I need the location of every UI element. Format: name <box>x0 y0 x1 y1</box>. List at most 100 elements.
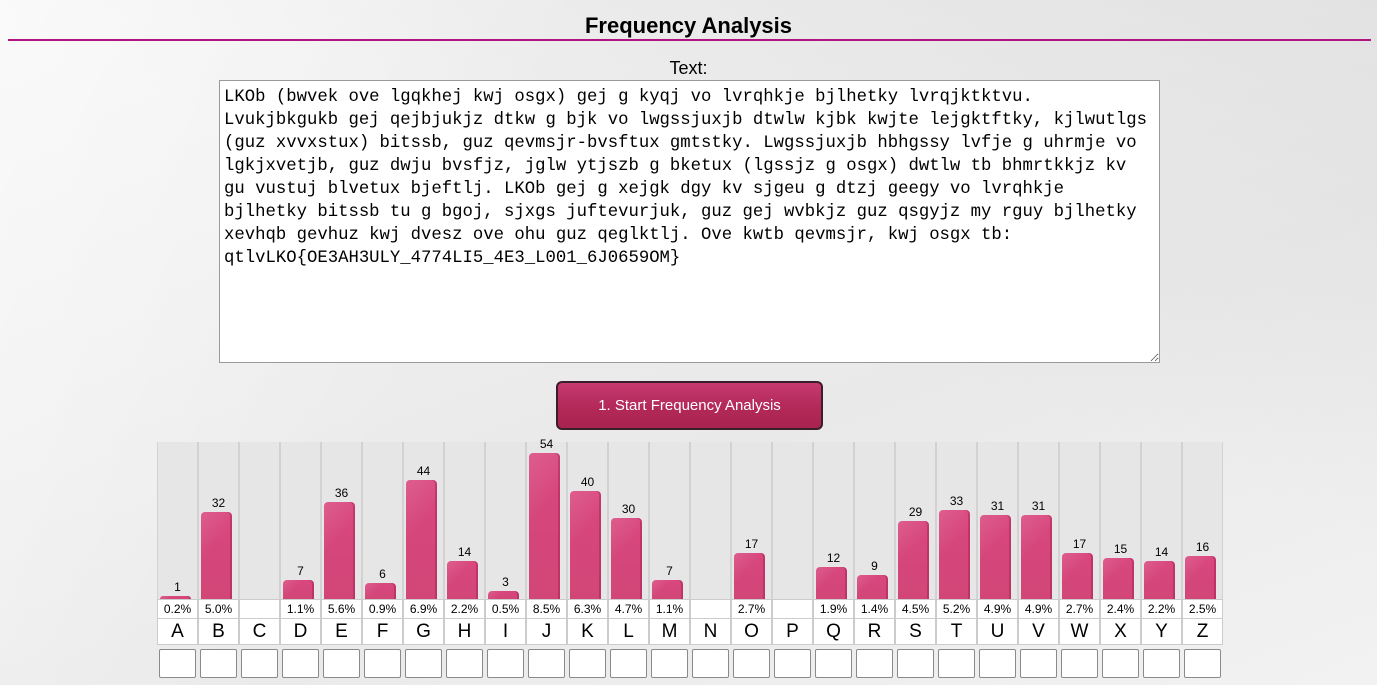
bar-u <box>980 515 1011 599</box>
bar-count-label: 9 <box>871 559 878 573</box>
bar-f <box>365 583 396 599</box>
substitution-input-r[interactable] <box>856 649 893 678</box>
substitution-input-q[interactable] <box>815 649 852 678</box>
percent-label: 5.0% <box>198 599 239 618</box>
substitution-input-p[interactable] <box>774 649 811 678</box>
chart-column-k: 40 6.3% K <box>567 442 608 685</box>
bar-e <box>324 502 355 599</box>
chart-column-f: 6 0.9% F <box>362 442 403 685</box>
bar-track <box>649 442 690 599</box>
substitution-input-c[interactable] <box>241 649 278 678</box>
bar-m <box>652 580 683 599</box>
percent-label: 2.7% <box>731 599 772 618</box>
percent-label: 5.2% <box>936 599 977 618</box>
bar-count-label: 3 <box>502 575 509 589</box>
bar-y <box>1144 561 1175 599</box>
bar-track <box>690 442 731 599</box>
substitution-input-n[interactable] <box>692 649 729 678</box>
ciphertext-input[interactable]: LKOb (bwvek ove lgqkhej kwj osgx) gej g … <box>219 80 1160 363</box>
bar-count-label: 14 <box>1154 545 1169 559</box>
letter-label: B <box>198 618 239 645</box>
bar-z <box>1185 556 1216 599</box>
letter-label: Y <box>1141 618 1182 645</box>
chart-column-v: 31 4.9% V <box>1018 442 1059 685</box>
letter-label: J <box>526 618 567 645</box>
chart-column-x: 15 2.4% X <box>1100 442 1141 685</box>
substitution-input-m[interactable] <box>651 649 688 678</box>
letter-label: K <box>567 618 608 645</box>
substitution-input-y[interactable] <box>1143 649 1180 678</box>
letter-label: S <box>895 618 936 645</box>
bar-count-label: 44 <box>416 464 431 478</box>
substitution-input-f[interactable] <box>364 649 401 678</box>
bar-count-label: 30 <box>621 502 636 516</box>
percent-label: 2.2% <box>1141 599 1182 618</box>
percent-label: 0.5% <box>485 599 526 618</box>
bar-i <box>488 591 519 599</box>
bar-count-label: 7 <box>666 564 673 578</box>
bar-g <box>406 480 437 599</box>
letter-label: U <box>977 618 1018 645</box>
substitution-input-k[interactable] <box>569 649 606 678</box>
substitution-input-o[interactable] <box>733 649 770 678</box>
substitution-input-z[interactable] <box>1184 649 1221 678</box>
bar-count-label: 14 <box>457 545 472 559</box>
substitution-input-l[interactable] <box>610 649 647 678</box>
bar-count-label: 29 <box>908 505 923 519</box>
chart-column-s: 29 4.5% S <box>895 442 936 685</box>
percent-label: 8.5% <box>526 599 567 618</box>
substitution-input-a[interactable] <box>159 649 196 678</box>
chart-column-b: 32 5.0% B <box>198 442 239 685</box>
substitution-input-t[interactable] <box>938 649 975 678</box>
substitution-input-g[interactable] <box>405 649 442 678</box>
chart-column-i: 3 0.5% I <box>485 442 526 685</box>
chart-column-d: 7 1.1% D <box>280 442 321 685</box>
substitution-input-i[interactable] <box>487 649 524 678</box>
percent-label: 0.2% <box>157 599 198 618</box>
chart-column-t: 33 5.2% T <box>936 442 977 685</box>
letter-label: O <box>731 618 772 645</box>
bar-count-label: 36 <box>334 486 349 500</box>
bar-count-label: 6 <box>379 567 386 581</box>
bar-count-label: 16 <box>1195 540 1210 554</box>
percent-label: 1.1% <box>649 599 690 618</box>
chart-column-r: 9 1.4% R <box>854 442 895 685</box>
substitution-input-x[interactable] <box>1102 649 1139 678</box>
bar-count-label: 33 <box>949 494 964 508</box>
letter-label: A <box>157 618 198 645</box>
substitution-input-b[interactable] <box>200 649 237 678</box>
substitution-input-e[interactable] <box>323 649 360 678</box>
percent-label: 6.3% <box>567 599 608 618</box>
letter-label: N <box>690 618 731 645</box>
chart-column-j: 54 8.5% J <box>526 437 567 685</box>
percent-label: 1.4% <box>854 599 895 618</box>
bar-count-label: 17 <box>744 537 759 551</box>
percent-label: 1.1% <box>280 599 321 618</box>
letter-label: T <box>936 618 977 645</box>
substitution-input-w[interactable] <box>1061 649 1098 678</box>
bar-track <box>485 442 526 599</box>
bar-d <box>283 580 314 599</box>
letter-label: C <box>239 618 280 645</box>
chart-column-e: 36 5.6% E <box>321 442 362 685</box>
substitution-input-v[interactable] <box>1020 649 1057 678</box>
letter-label: P <box>772 618 813 645</box>
substitution-input-s[interactable] <box>897 649 934 678</box>
substitution-input-d[interactable] <box>282 649 319 678</box>
chart-column-u: 31 4.9% U <box>977 442 1018 685</box>
substitution-input-h[interactable] <box>446 649 483 678</box>
chart-column-q: 12 1.9% Q <box>813 442 854 685</box>
percent-label <box>239 599 280 618</box>
percent-label <box>772 599 813 618</box>
chart-column-p: P <box>772 442 813 685</box>
percent-label: 5.6% <box>321 599 362 618</box>
start-frequency-analysis-button[interactable]: 1. Start Frequency Analysis <box>556 381 823 430</box>
chart-column-l: 30 4.7% L <box>608 442 649 685</box>
chart-column-h: 14 2.2% H <box>444 442 485 685</box>
title-divider <box>8 39 1371 41</box>
bar-x <box>1103 558 1134 599</box>
percent-label: 4.9% <box>977 599 1018 618</box>
chart-column-z: 16 2.5% Z <box>1182 442 1223 685</box>
substitution-input-u[interactable] <box>979 649 1016 678</box>
substitution-input-j[interactable] <box>528 649 565 678</box>
